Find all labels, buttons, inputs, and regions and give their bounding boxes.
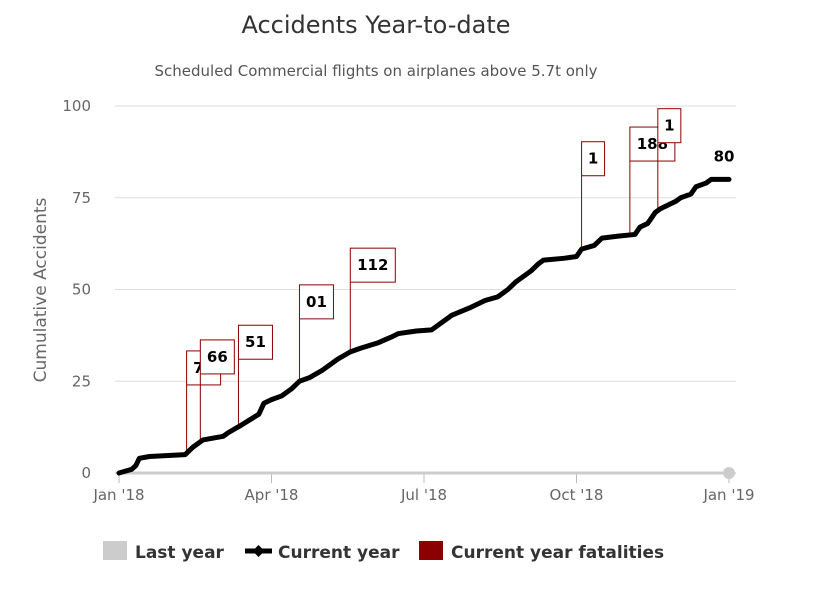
end-label-group: 80 (714, 147, 735, 165)
grid (115, 105, 736, 382)
fatality-flag-box-2 (237, 324, 273, 360)
fatality-flag-box-3 (298, 284, 334, 320)
legend-item-current-year[interactable]: Current year (245, 543, 400, 563)
y-tick-label-100: 100 (62, 97, 91, 115)
series-last-year[interactable] (119, 467, 735, 479)
x-tick-label-2: Jul '18 (400, 486, 447, 504)
fatality-flag-7[interactable]: 1 (657, 108, 682, 209)
x-tick-label-1: Apr '18 (245, 486, 299, 504)
legend-label-fatalities[interactable]: Current year fatalities (451, 543, 664, 563)
fatality-flag-label-7: 1 (664, 117, 674, 135)
y-tick-label-0: 0 (81, 464, 91, 482)
fatality-flag-6[interactable]: 188 (629, 126, 676, 235)
fatality-flag-box-7 (657, 108, 682, 144)
fatality-flag-label-4: 112 (357, 256, 388, 274)
x-axis: Jan '18 Apr '18 Jul '18 Oct '18 Jan '19 (92, 472, 755, 504)
y-tick-label-25: 25 (72, 372, 91, 390)
last-year-end-point[interactable] (723, 467, 735, 479)
x-tick-label-4: Jan '19 (702, 486, 754, 504)
fatality-flag-label-1: 66 (207, 348, 228, 366)
fatality-flag-box-4 (349, 247, 396, 283)
chart-subtitle: Scheduled Commercial flights on airplane… (155, 62, 598, 80)
series-current-year[interactable] (116, 176, 732, 476)
fatality-flag-label-5: 1 (588, 150, 598, 168)
chart-title: Accidents Year-to-date (241, 11, 510, 39)
legend-swatch-last-year (103, 541, 127, 560)
y-axis-ticks: 0 25 50 75 100 (62, 97, 91, 482)
legend-item-fatalities[interactable]: Current year fatalities (419, 541, 664, 563)
fatality-flag-2[interactable]: 51 (237, 324, 273, 429)
legend-swatch-fatalities (419, 541, 443, 560)
fatality-flag-label-2: 51 (245, 333, 266, 351)
y-tick-label-75: 75 (72, 189, 91, 207)
x-tick-label-3: Oct '18 (550, 486, 604, 504)
fatality-flag-4[interactable]: 112 (349, 247, 396, 352)
fatality-flag-5[interactable]: 1 (581, 141, 606, 250)
fatality-flag-box-1 (199, 339, 235, 375)
current-year-end-label: 80 (714, 147, 735, 165)
y-tick-label-50: 50 (72, 281, 91, 299)
fatality-flag-label-3: 01 (306, 293, 327, 311)
fatality-flag-box-5 (581, 141, 606, 177)
legend-label-current-year[interactable]: Current year (278, 543, 400, 563)
fatality-flags: 7166510111211881 (186, 108, 682, 455)
current-year-line[interactable] (116, 176, 732, 476)
fatality-flag-3[interactable]: 01 (298, 284, 334, 382)
legend-marker-current-year (252, 545, 265, 557)
x-tick-label-0: Jan '18 (92, 486, 144, 504)
legend-item-last-year[interactable]: Last year (103, 541, 225, 563)
fatality-flag-1[interactable]: 66 (199, 339, 235, 444)
legend: Last year Current year Current year fata… (103, 541, 664, 563)
y-axis-label: Cumulative Accidents (31, 197, 51, 382)
legend-label-last-year[interactable]: Last year (135, 543, 225, 563)
